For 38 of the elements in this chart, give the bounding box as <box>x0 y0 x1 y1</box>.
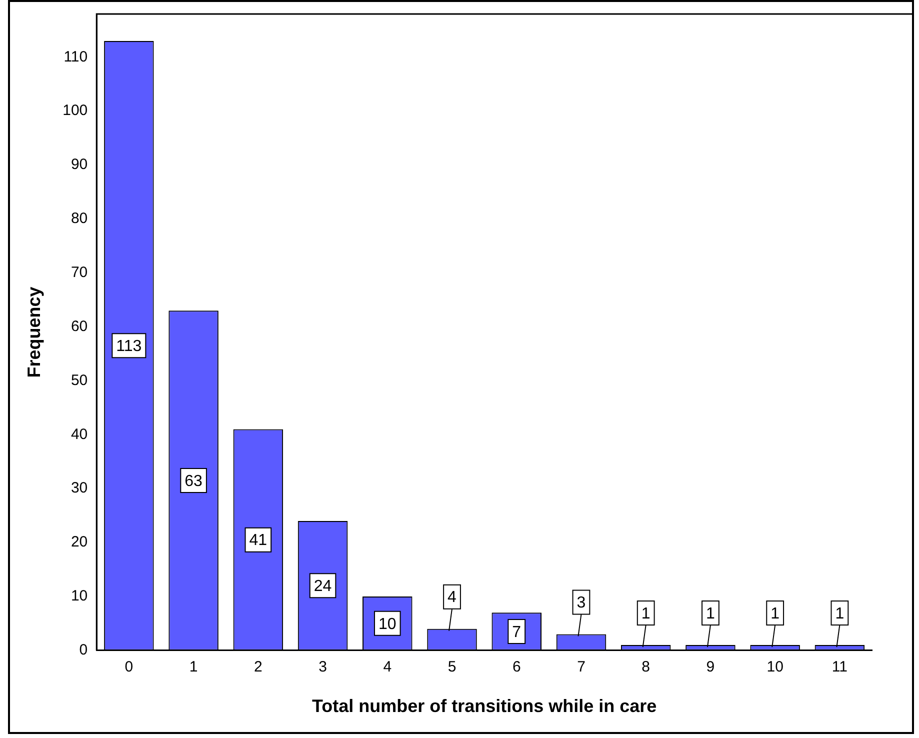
y-tick-label: 10 <box>70 588 88 605</box>
x-tick-label: 6 <box>512 658 521 676</box>
x-tick-label: 5 <box>448 658 456 676</box>
x-tick-label: 7 <box>577 658 586 676</box>
x-tick-label: 4 <box>383 658 392 676</box>
data-label: 1 <box>706 605 716 622</box>
x-axis-title: Total number of transitions while in care <box>312 696 657 716</box>
y-tick-label: 30 <box>70 480 88 497</box>
data-label: 7 <box>512 624 522 641</box>
y-tick-label: 110 <box>64 48 88 66</box>
x-tick-label: 9 <box>706 658 715 676</box>
data-label: 4 <box>448 589 457 606</box>
y-tick-label: 20 <box>70 534 88 551</box>
y-tick-label: 60 <box>70 318 88 335</box>
x-tick-label: 1 <box>189 658 198 676</box>
y-tick-label: 0 <box>79 642 88 659</box>
x-tick-label: 3 <box>318 658 327 676</box>
data-label: 1 <box>770 605 780 622</box>
y-tick-label: 100 <box>62 102 88 120</box>
data-label: 1 <box>835 605 844 622</box>
y-tick-label: 50 <box>70 372 88 389</box>
data-label: 63 <box>184 472 203 490</box>
x-tick-label: 11 <box>832 658 848 676</box>
y-tick-label: 40 <box>70 426 88 443</box>
data-label: 41 <box>249 532 268 550</box>
x-tick-label: 0 <box>124 658 134 676</box>
y-tick-label: 90 <box>70 156 88 174</box>
y-tick-label: 80 <box>70 210 88 228</box>
y-axis-title: Frequency <box>24 286 44 378</box>
data-label: 10 <box>378 616 396 633</box>
x-tick-label: 8 <box>642 658 650 676</box>
data-label: 1 <box>641 605 650 622</box>
data-label: 113 <box>116 338 142 356</box>
data-label: 3 <box>576 594 586 612</box>
y-tick-label: 70 <box>70 264 88 282</box>
data-label: 24 <box>314 578 332 596</box>
x-tick-label: 10 <box>766 658 784 676</box>
x-tick-label: 2 <box>254 658 262 676</box>
